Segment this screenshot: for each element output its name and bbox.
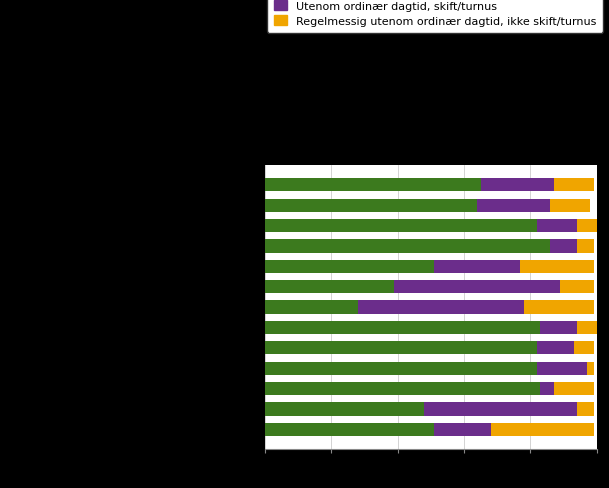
Bar [265,281,395,294]
Bar [265,423,434,436]
Bar [521,260,594,273]
Bar [524,301,594,314]
Bar [265,179,481,192]
Bar [577,240,594,253]
Bar [265,220,537,233]
Bar [434,260,521,273]
Bar [265,382,540,395]
Bar [540,321,577,334]
Bar [491,423,594,436]
Bar [554,382,594,395]
Bar [577,321,597,334]
Bar [537,362,587,375]
Bar [554,179,594,192]
Bar [358,301,524,314]
Bar [265,403,424,416]
Bar [265,301,358,314]
Bar [577,403,594,416]
Bar [265,260,434,273]
Bar [587,362,594,375]
Bar [577,220,597,233]
Bar [574,342,594,355]
Bar [265,362,537,375]
Bar [551,240,577,253]
Bar [481,179,554,192]
Bar [537,220,577,233]
Bar [265,342,537,355]
Legend: Ordinær dagtid¹, Utenom ordinær dagtid, skift/turnus, Regelmessig utenom ordinær: Ordinær dagtid¹, Utenom ordinær dagtid, … [267,0,603,34]
Bar [537,342,574,355]
Bar [265,240,551,253]
Bar [551,199,590,212]
Bar [560,281,594,294]
Bar [395,281,560,294]
Bar [265,321,540,334]
Bar [540,382,554,395]
Bar [265,199,477,212]
Bar [477,199,551,212]
Bar [434,423,491,436]
Bar [424,403,577,416]
